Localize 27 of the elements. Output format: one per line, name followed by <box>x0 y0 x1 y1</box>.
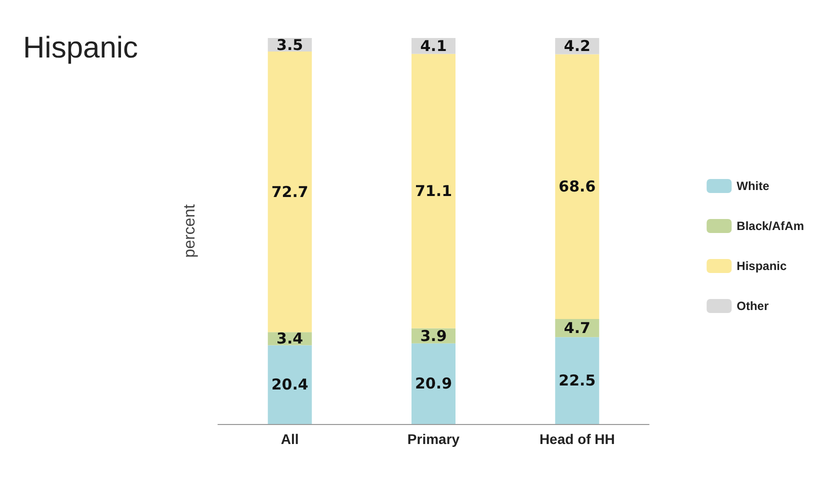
chart-title: Hispanic <box>23 32 138 64</box>
data-label: 3.4 <box>276 330 304 348</box>
legend-label: Other <box>736 299 769 313</box>
data-label: 20.4 <box>271 376 308 394</box>
bar <box>268 52 312 332</box>
bar <box>412 343 456 424</box>
data-label: 68.6 <box>558 178 596 196</box>
x-tick-label: All <box>280 431 299 447</box>
data-label: 22.5 <box>558 372 596 390</box>
data-label: 20.9 <box>414 374 452 393</box>
data-label: 3.5 <box>276 36 304 54</box>
bar <box>268 345 312 424</box>
legend-label: Black/AfAm <box>736 219 804 233</box>
data-label: 71.1 <box>414 182 452 200</box>
bar <box>412 54 456 328</box>
legend-label: White <box>736 179 770 193</box>
data-label: 3.9 <box>420 326 447 345</box>
data-label: 4.2 <box>564 37 590 56</box>
y-axis-title: percent <box>182 204 198 258</box>
x-tick-label: Primary <box>407 431 460 447</box>
bar <box>555 54 600 320</box>
data-label: 4.7 <box>564 319 590 338</box>
legend-label: Hispanic <box>736 259 787 273</box>
bar <box>555 337 600 424</box>
data-label: 4.1 <box>420 36 447 55</box>
data-label: 72.7 <box>271 182 308 201</box>
x-tick-label: Head of HH <box>539 431 615 447</box>
